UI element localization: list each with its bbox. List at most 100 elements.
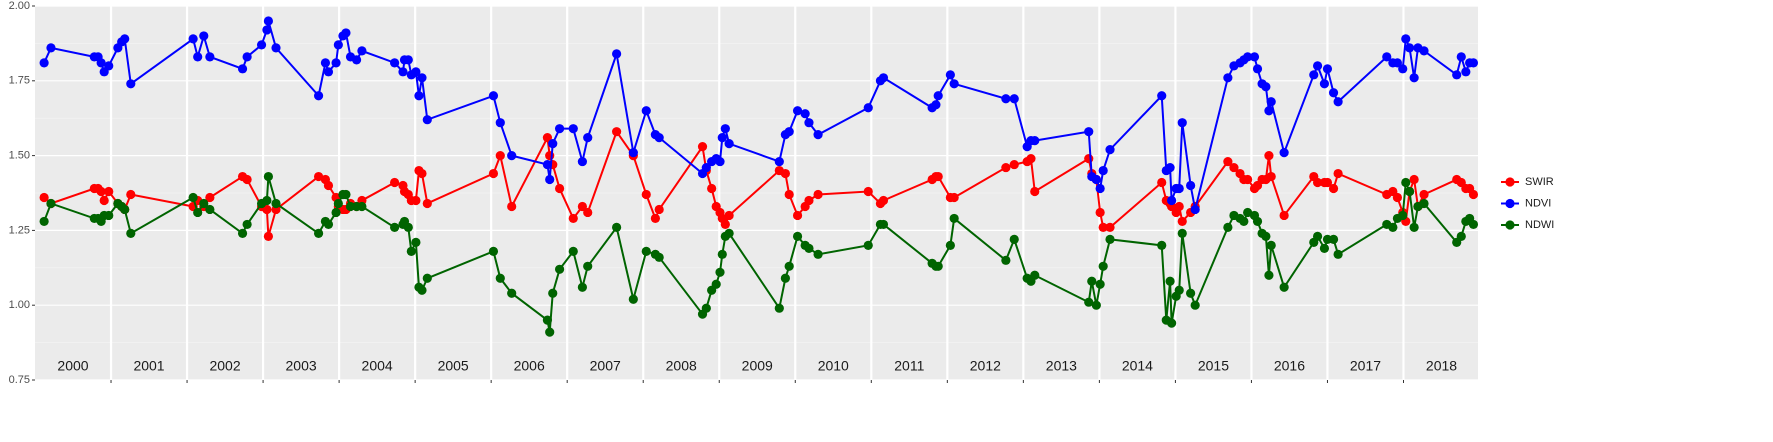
year-label: 2011 [894, 358, 924, 374]
point [1468, 189, 1479, 200]
year-label: 2018 [1426, 358, 1457, 374]
point [263, 231, 274, 241]
point [1174, 183, 1184, 194]
point [331, 58, 341, 68]
point [411, 237, 421, 247]
point [1229, 162, 1239, 173]
year-label: 2010 [818, 358, 849, 374]
point [792, 231, 803, 241]
point [46, 43, 56, 53]
point [1252, 64, 1263, 74]
point [263, 171, 274, 182]
point [1105, 234, 1115, 244]
point [612, 49, 622, 59]
point [1266, 171, 1276, 182]
point [495, 151, 505, 161]
point [1409, 222, 1419, 233]
point [1009, 94, 1019, 104]
point [577, 201, 587, 212]
point [545, 174, 555, 185]
point [1409, 174, 1419, 185]
point [1177, 216, 1187, 227]
point [313, 228, 324, 238]
point [417, 73, 427, 83]
point [784, 189, 794, 200]
point [126, 79, 136, 89]
point [1461, 67, 1471, 77]
point [542, 315, 553, 325]
year-label: 2013 [1046, 358, 1077, 374]
point [1243, 174, 1253, 185]
point [104, 210, 114, 221]
point [1165, 162, 1175, 173]
point [784, 127, 794, 137]
point [554, 183, 565, 194]
point [548, 139, 558, 149]
point [1087, 276, 1097, 286]
year-label: 2016 [1274, 358, 1305, 374]
point [1249, 52, 1260, 62]
point [495, 273, 505, 283]
point [263, 16, 274, 26]
year-label: 2005 [438, 358, 469, 374]
legend-label: SWIR [1525, 176, 1554, 188]
point [488, 246, 499, 256]
point [717, 249, 727, 259]
point [1333, 97, 1343, 107]
point [39, 192, 49, 203]
point [1279, 148, 1289, 158]
point [507, 201, 517, 212]
point [1266, 97, 1276, 107]
point [945, 70, 955, 80]
point [1328, 234, 1339, 244]
point [488, 91, 499, 101]
point [403, 222, 413, 233]
point [1009, 159, 1019, 170]
point [96, 58, 106, 68]
point [724, 228, 734, 238]
legend-key [1505, 177, 1515, 187]
legend-label: NDVI [1525, 197, 1551, 209]
year-label: 2000 [57, 358, 88, 374]
point [641, 189, 651, 200]
point [1177, 118, 1187, 128]
point [1322, 177, 1333, 188]
point [1264, 270, 1274, 280]
year-label: 2009 [742, 358, 773, 374]
point [46, 198, 56, 209]
point [422, 115, 432, 125]
point [188, 192, 198, 203]
point [1095, 207, 1105, 218]
point [724, 139, 734, 149]
point [1009, 234, 1019, 244]
point [1186, 180, 1196, 191]
point [411, 195, 421, 206]
point [945, 240, 955, 250]
point [242, 174, 252, 185]
point [1456, 52, 1466, 62]
point [403, 55, 413, 65]
point [341, 189, 351, 200]
point [720, 219, 730, 230]
point [271, 198, 281, 209]
point [104, 186, 114, 197]
point [1419, 198, 1429, 209]
point [1452, 70, 1462, 80]
point [1252, 216, 1263, 227]
point [1030, 270, 1040, 280]
point [126, 189, 136, 200]
point [1223, 156, 1233, 167]
point [199, 198, 209, 209]
y-tick-label: 1.50 [9, 150, 30, 162]
point [205, 52, 215, 62]
point [271, 43, 281, 53]
point [126, 228, 136, 238]
point [784, 261, 794, 271]
point [711, 279, 721, 289]
point [1174, 285, 1184, 295]
point [577, 282, 587, 292]
point [545, 327, 555, 337]
point [237, 64, 248, 74]
point [39, 216, 49, 227]
point [654, 133, 664, 143]
